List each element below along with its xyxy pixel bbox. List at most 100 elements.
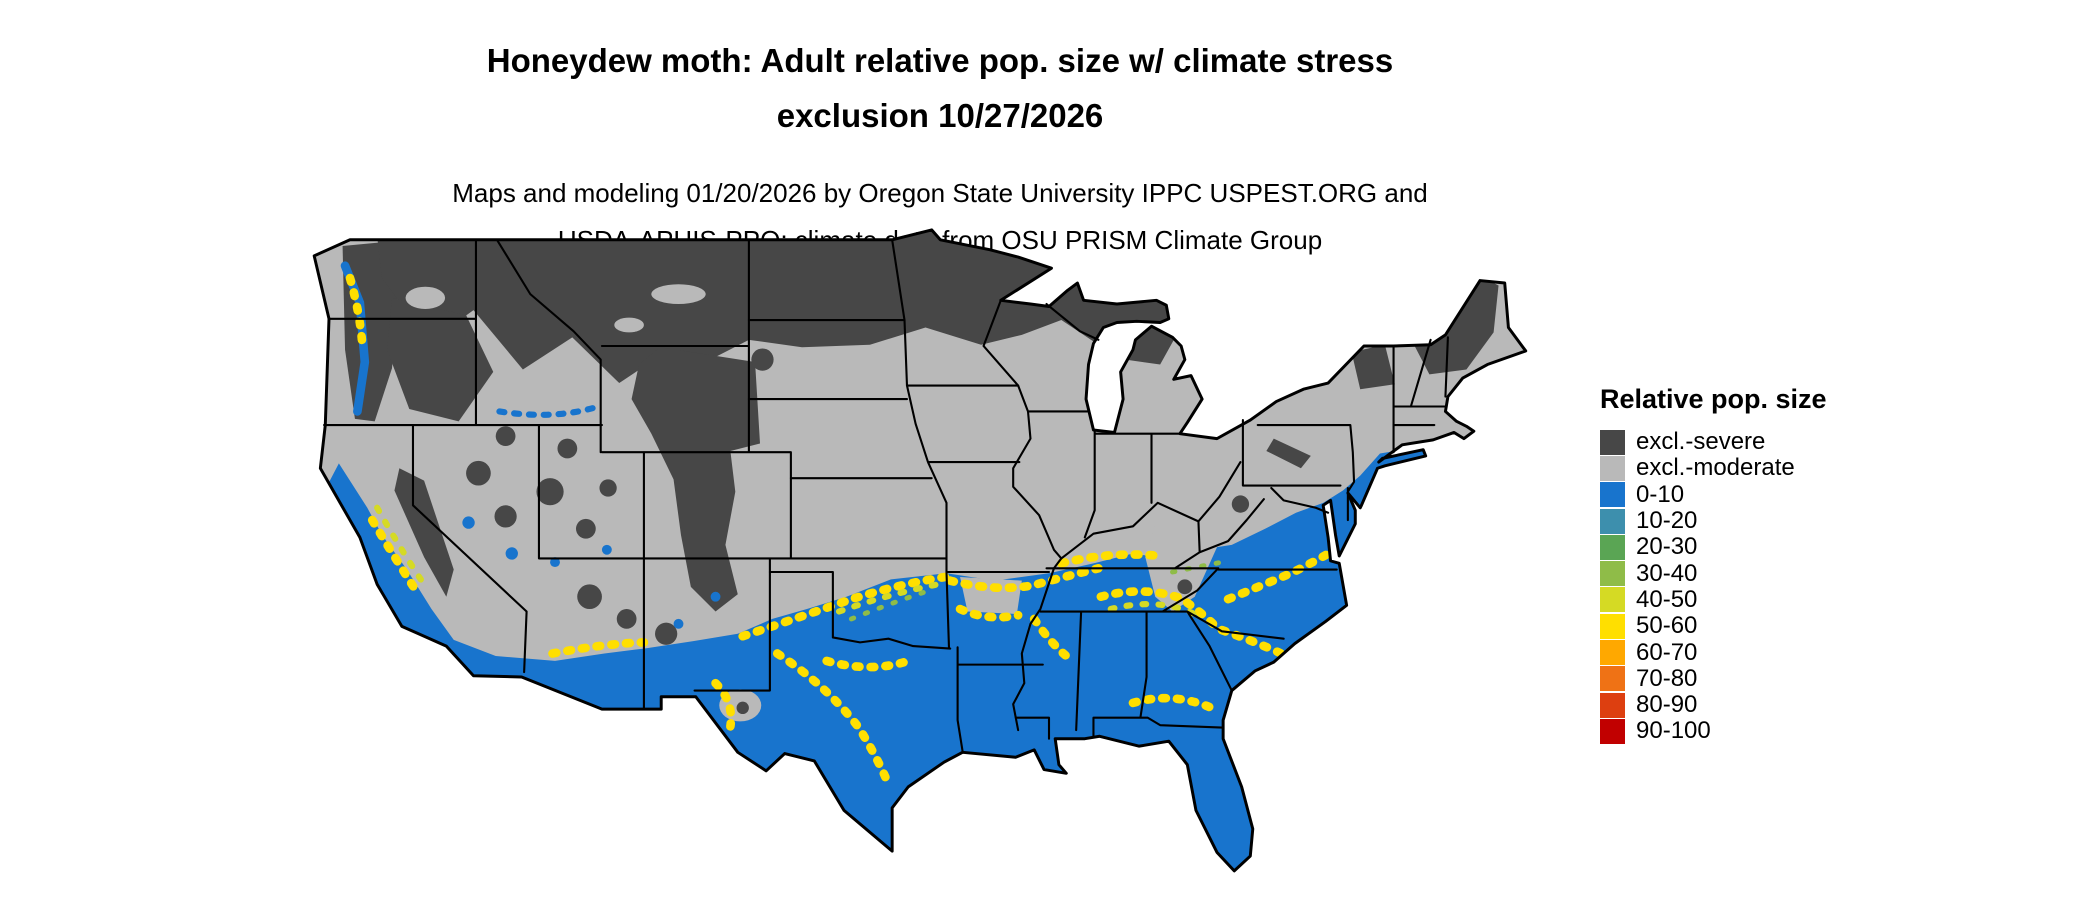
yellow-band	[1029, 614, 1071, 661]
legend-row: 20-30	[1600, 533, 1827, 561]
severe-davis-peak	[736, 701, 749, 715]
legend-swatch-20-30	[1600, 534, 1625, 560]
legend-label: 50-60	[1636, 612, 1698, 640]
state-borders	[323, 238, 1449, 753]
yellow-band	[738, 572, 950, 641]
legend-swatch-excl-moderate	[1600, 455, 1625, 481]
yellow-band	[945, 563, 1103, 593]
page-title-line1: Honeydew moth: Adult relative pop. size …	[486, 42, 1394, 79]
legend-row: excl.-moderate	[1600, 454, 1827, 482]
state-borders-mississippi	[982, 299, 1089, 740]
legend-swatch-excl-severe	[1600, 429, 1625, 455]
severe-east-oregon	[387, 297, 494, 422]
green-band	[1170, 559, 1225, 575]
legend-swatch-0-10	[1600, 482, 1625, 508]
yellow-band	[772, 649, 893, 789]
legend-swatch-60-70	[1600, 640, 1625, 666]
us-map-svg	[312, 228, 1528, 873]
yellowgreen-band	[374, 504, 428, 588]
state-borders-east	[1039, 302, 1356, 738]
severe-patch	[655, 622, 678, 645]
page-subtitle-line1: Maps and modeling 01/20/2026 by Oregon S…	[452, 178, 1428, 208]
legend-row: 40-50	[1600, 585, 1827, 613]
severe-patch	[616, 609, 637, 629]
legend-swatch-50-60	[1600, 613, 1625, 639]
yellow-band	[711, 678, 736, 731]
blue-patch	[601, 544, 612, 555]
green-band	[848, 589, 928, 622]
severe-north-mass	[375, 229, 1179, 384]
legend-label: 80-90	[1636, 691, 1698, 719]
state-borders-west	[323, 238, 948, 711]
severe-rockies-spine	[631, 347, 761, 612]
blue-snake-plain	[496, 403, 602, 418]
yellow-band	[822, 656, 913, 672]
map-region-pop-50-60	[345, 273, 1338, 789]
us-outline	[312, 228, 1528, 873]
legend-label: excl.-severe	[1636, 428, 1766, 456]
legend-title: Relative pop. size	[1600, 384, 1827, 414]
legend-row: 50-60	[1600, 612, 1827, 640]
legend-label: 0-10	[1636, 480, 1685, 508]
severe-adirondacks	[1351, 344, 1395, 390]
legend-label: 40-50	[1636, 585, 1698, 613]
yellow-band	[1223, 546, 1338, 604]
moderate-mt-valley	[614, 317, 644, 333]
map-region-excl-severe-dots	[736, 495, 1250, 715]
blue-patch	[673, 618, 684, 629]
map-legend: Relative pop. size excl.-severe excl.-mo…	[1600, 384, 1827, 745]
yellow-band	[955, 604, 1023, 622]
moderate-columbia-basin	[405, 286, 446, 309]
yellow-band	[1096, 587, 1286, 658]
yellow-band	[1128, 693, 1222, 715]
severe-smokies	[1177, 579, 1193, 595]
yellowgreen-band	[835, 581, 941, 615]
severe-patch	[536, 478, 564, 506]
legend-row: 30-40	[1600, 559, 1827, 587]
legend-swatch-40-50	[1600, 587, 1625, 613]
legend-label: 60-70	[1636, 638, 1698, 666]
state-borders-plains	[747, 238, 1051, 753]
legend-row: 80-90	[1600, 691, 1827, 719]
yellow-band	[367, 515, 422, 597]
legend-row: 70-80	[1600, 664, 1827, 692]
severe-patch	[575, 518, 596, 539]
severe-patch	[494, 505, 517, 528]
severe-patch	[577, 584, 602, 610]
legend-swatch-70-80	[1600, 666, 1625, 692]
blue-patch	[505, 547, 518, 560]
legend-row: 10-20	[1600, 507, 1827, 535]
legend-swatch-30-40	[1600, 561, 1625, 587]
yellow-band	[1057, 550, 1165, 568]
yellow-band	[548, 638, 649, 658]
legend-row: 0-10	[1600, 480, 1827, 508]
legend-label: 20-30	[1636, 533, 1698, 561]
severe-patch	[557, 438, 578, 459]
severe-patch	[599, 479, 617, 497]
severe-pa-ridge	[1266, 438, 1311, 469]
blue-patch	[710, 591, 721, 602]
legend-row: 90-100	[1600, 717, 1827, 745]
legend-row: 60-70	[1600, 638, 1827, 666]
severe-patch	[751, 348, 774, 371]
legend-swatch-10-20	[1600, 508, 1625, 534]
legend-row: excl.-severe	[1600, 428, 1827, 456]
blue-patch	[462, 516, 475, 529]
us-map	[308, 226, 1543, 918]
state-borders-new-england	[1392, 336, 1449, 454]
severe-wv-highlands	[1231, 495, 1250, 513]
legend-label: excl.-moderate	[1636, 454, 1795, 482]
page-title: Honeydew moth: Adult relative pop. size …	[0, 33, 1880, 143]
severe-patch	[495, 426, 516, 447]
yellow-band	[345, 273, 367, 350]
legend-label: 90-100	[1636, 717, 1711, 745]
legend-label: 30-40	[1636, 559, 1698, 587]
legend-label: 70-80	[1636, 664, 1698, 692]
map-region-pop-30-40	[848, 559, 1225, 622]
blue-patch	[550, 557, 560, 568]
severe-sierra	[394, 468, 454, 597]
moderate-mt-valley	[651, 284, 706, 305]
legend-label: 10-20	[1636, 507, 1698, 535]
legend-swatch-90-100	[1600, 718, 1625, 744]
legend-swatch-80-90	[1600, 692, 1625, 718]
